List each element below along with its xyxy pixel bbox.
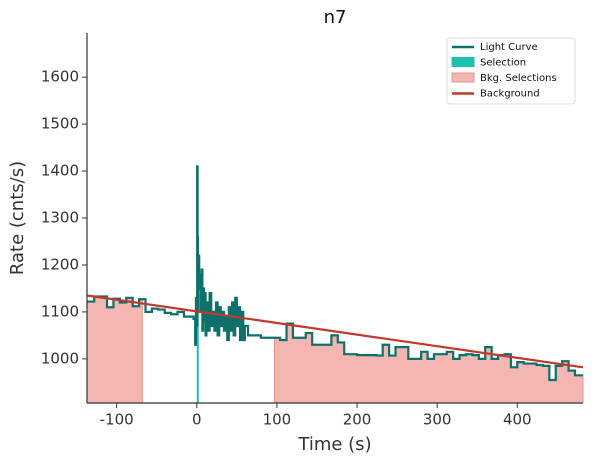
y-tick-label: 1300 <box>41 209 79 227</box>
y-tick-label: 1500 <box>41 115 79 133</box>
x-tick-label: 400 <box>503 411 532 429</box>
y-tick-label: 1100 <box>41 302 79 320</box>
x-tick-label: 100 <box>263 411 292 429</box>
x-tick-label: 0 <box>192 411 202 429</box>
bkg-selection <box>86 295 143 404</box>
x-tick-label: -100 <box>100 411 134 429</box>
legend-box <box>446 37 576 105</box>
y-axis-label: Rate (cnts/s) <box>7 161 28 275</box>
legend-label: Background <box>480 89 540 100</box>
x-axis-label: Time (s) <box>297 434 371 455</box>
x-tick-label: 200 <box>343 411 372 429</box>
legend-swatch <box>451 72 475 83</box>
chart-title: n7 <box>324 7 347 28</box>
x-tick-label: 300 <box>423 411 452 429</box>
legend-swatch <box>451 57 475 67</box>
y-tick-label: 1400 <box>41 162 79 180</box>
legend-label: Light Curve <box>480 42 538 53</box>
legend-label: Bkg. Selections <box>480 73 557 84</box>
y-tick-label: 1000 <box>41 349 79 367</box>
light-curve <box>87 165 583 382</box>
background-line <box>86 294 584 369</box>
legend-label: Selection <box>480 58 526 69</box>
y-tick-label: 1600 <box>41 68 79 86</box>
y-tick-label: 1200 <box>41 255 79 273</box>
